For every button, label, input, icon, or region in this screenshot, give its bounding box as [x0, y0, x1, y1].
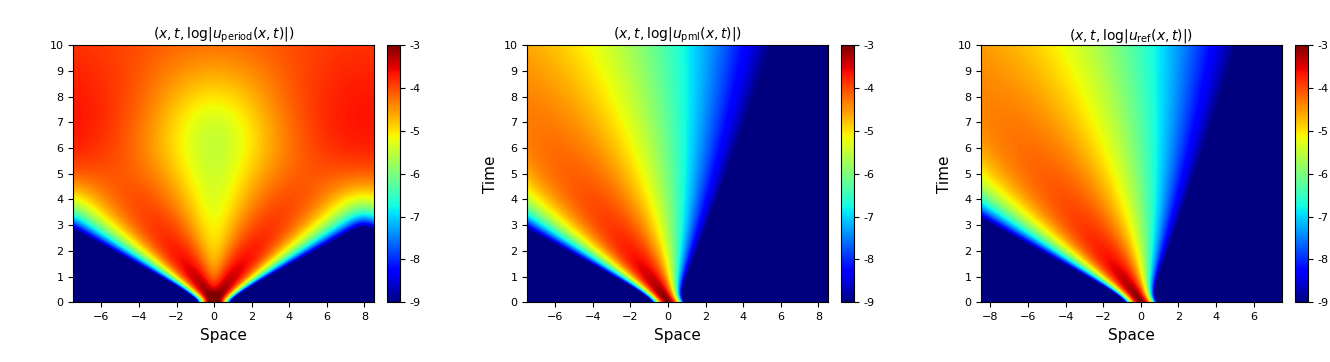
- Title: $(x, t, \log |u_{\mathrm{ref}}(x, t)|)$: $(x, t, \log |u_{\mathrm{ref}}(x, t)|)$: [1069, 27, 1193, 45]
- Title: $(x, t, \log |u_{\mathrm{period}}(x, t)|)$: $(x, t, \log |u_{\mathrm{period}}(x, t)|…: [153, 26, 294, 45]
- X-axis label: Space: Space: [654, 328, 701, 342]
- Y-axis label: Time: Time: [936, 155, 952, 193]
- X-axis label: Space: Space: [1108, 328, 1154, 342]
- Y-axis label: Time: Time: [483, 155, 497, 193]
- X-axis label: Space: Space: [200, 328, 247, 342]
- Title: $(x, t, \log |u_{\mathrm{pml}}(x, t)|)$: $(x, t, \log |u_{\mathrm{pml}}(x, t)|)$: [613, 26, 742, 45]
